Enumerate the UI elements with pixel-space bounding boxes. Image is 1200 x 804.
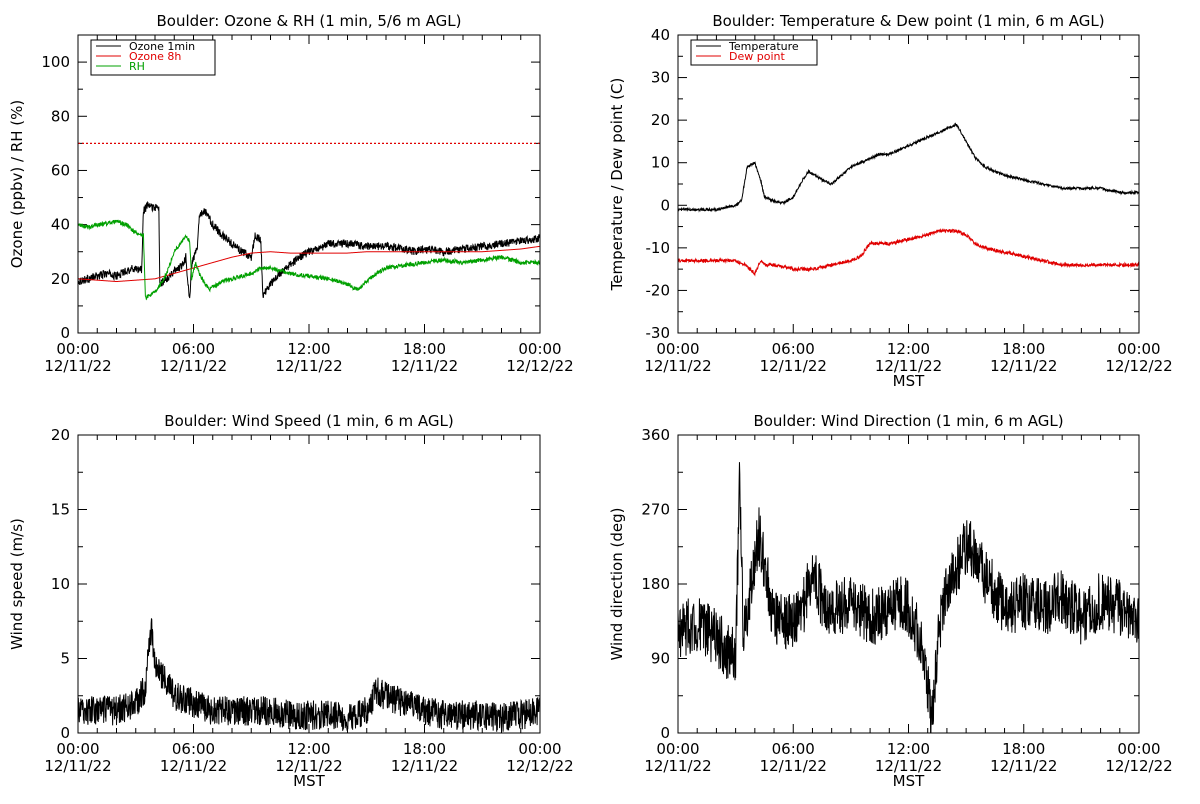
- y-tick-label: 0: [660, 724, 670, 742]
- x-tick-time-label: 00:00: [1117, 340, 1160, 358]
- x-tick-time-label: 00:00: [518, 740, 561, 758]
- x-tick-date-label: 12/11/22: [391, 757, 458, 775]
- y-tick-label: 20: [51, 426, 70, 444]
- y-axis-label: Ozone (ppbv) / RH (%): [8, 100, 26, 269]
- x-tick-date-label: 12/12/22: [506, 757, 573, 775]
- x-tick-date-label: 12/11/22: [391, 357, 458, 375]
- x-tick-date-label: 12/11/22: [275, 357, 342, 375]
- x-tick-date-label: 12/11/22: [644, 757, 711, 775]
- x-tick-date-label: 12/11/22: [160, 757, 227, 775]
- x-tick-date-label: 12/11/22: [760, 357, 827, 375]
- y-tick-label: -10: [646, 239, 671, 257]
- x-tick-time-label: 18:00: [1002, 340, 1045, 358]
- y-tick-label: 15: [51, 501, 70, 519]
- series-line: [677, 228, 1140, 277]
- x-tick-time-label: 18:00: [1002, 740, 1045, 758]
- y-tick-label: 40: [51, 216, 70, 234]
- y-tick-label: 0: [60, 724, 70, 742]
- x-tick-date-label: 12/11/22: [875, 357, 942, 375]
- series-line: [77, 201, 541, 299]
- x-tick-date-label: 12/11/22: [275, 757, 342, 775]
- series-line: [677, 122, 1140, 213]
- x-tick-date-label: 12/11/22: [760, 757, 827, 775]
- x-tick-time-label: 12:00: [287, 340, 330, 358]
- x-tick-time-label: 00:00: [656, 340, 699, 358]
- x-axis-label: MST: [893, 372, 925, 390]
- x-tick-date-label: 12/11/22: [160, 357, 227, 375]
- y-tick-label: -30: [646, 324, 671, 342]
- series-line: [77, 245, 541, 283]
- series-line: [77, 618, 541, 732]
- x-tick-date-label: 12/11/22: [44, 757, 111, 775]
- y-tick-label: 40: [651, 26, 670, 44]
- y-tick-label: 180: [641, 575, 670, 593]
- plot-frame: [77, 34, 541, 334]
- x-tick-date-label: 12/12/22: [506, 357, 573, 375]
- y-axis-label: Wind direction (deg): [608, 508, 626, 661]
- y-axis-label: Temperature / Dew point (C): [608, 78, 626, 292]
- y-tick-label: 100: [41, 53, 70, 71]
- y-axis-label: Wind speed (m/s): [8, 518, 26, 650]
- series-line: [677, 462, 1140, 734]
- legend-label: Ozone 8h: [129, 50, 181, 63]
- x-tick-time-label: 00:00: [656, 740, 699, 758]
- x-tick-time-label: 00:00: [518, 340, 561, 358]
- y-tick-label: 80: [51, 107, 70, 125]
- chart-title: Boulder: Ozone & RH (1 min, 5/6 m AGL): [156, 12, 461, 30]
- x-axis-label: MST: [893, 772, 925, 790]
- x-tick-date-label: 12/12/22: [1105, 357, 1172, 375]
- temp-dew-panel: Boulder: Temperature & Dew point (1 min,…: [608, 12, 1173, 390]
- x-tick-time-label: 06:00: [172, 340, 215, 358]
- x-tick-date-label: 12/11/22: [875, 757, 942, 775]
- y-tick-label: 60: [51, 161, 70, 179]
- y-tick-label: 20: [51, 270, 70, 288]
- y-tick-label: 30: [651, 69, 670, 87]
- y-tick-label: 0: [660, 196, 670, 214]
- wind-direction-panel: Boulder: Wind Direction (1 min, 6 m AGL)…: [608, 412, 1173, 790]
- x-tick-date-label: 12/11/22: [644, 357, 711, 375]
- legend-label: Dew point: [729, 50, 785, 63]
- x-tick-date-label: 12/11/22: [44, 357, 111, 375]
- legend-box: [690, 39, 818, 66]
- x-tick-time-label: 18:00: [403, 740, 446, 758]
- x-tick-time-label: 12:00: [287, 740, 330, 758]
- y-tick-label: 5: [60, 650, 70, 668]
- chart-title: Boulder: Wind Speed (1 min, 6 m AGL): [164, 412, 453, 430]
- y-tick-label: 360: [641, 426, 670, 444]
- x-tick-date-label: 12/12/22: [1105, 757, 1172, 775]
- x-tick-time-label: 12:00: [887, 740, 930, 758]
- x-tick-time-label: 00:00: [56, 740, 99, 758]
- chart-title: Boulder: Temperature & Dew point (1 min,…: [712, 12, 1104, 30]
- x-tick-time-label: 00:00: [56, 340, 99, 358]
- y-tick-label: 90: [651, 650, 670, 668]
- y-tick-label: 10: [51, 575, 70, 593]
- x-tick-time-label: 06:00: [772, 740, 815, 758]
- legend-label: Ozone 1min: [129, 40, 195, 53]
- y-tick-label: 20: [651, 111, 670, 129]
- y-tick-label: 0: [60, 324, 70, 342]
- x-tick-date-label: 12/11/22: [990, 757, 1057, 775]
- wind-speed-panel: Boulder: Wind Speed (1 min, 6 m AGL) Wind…: [8, 412, 574, 790]
- x-tick-time-label: 18:00: [403, 340, 446, 358]
- x-tick-time-label: 12:00: [887, 340, 930, 358]
- legend-label: Temperature: [728, 40, 799, 53]
- y-tick-label: 270: [641, 501, 670, 519]
- plot-frame: [77, 434, 541, 734]
- x-tick-time-label: 06:00: [172, 740, 215, 758]
- x-tick-time-label: 06:00: [772, 340, 815, 358]
- y-tick-label: -20: [646, 281, 671, 299]
- ozone-rh-panel: Boulder: Ozone & RH (1 min, 5/6 m AGL) Oz…: [8, 12, 574, 375]
- x-axis-label: MST: [293, 772, 325, 790]
- plot-frame: [677, 34, 1140, 334]
- y-tick-label: 10: [651, 154, 670, 172]
- chart-title: Boulder: Wind Direction (1 min, 6 m AGL): [753, 412, 1063, 430]
- plot-frame: [677, 434, 1140, 734]
- x-tick-date-label: 12/11/22: [990, 357, 1057, 375]
- series-line: [77, 219, 541, 301]
- legend-label: RH: [129, 60, 145, 73]
- x-tick-time-label: 00:00: [1117, 740, 1160, 758]
